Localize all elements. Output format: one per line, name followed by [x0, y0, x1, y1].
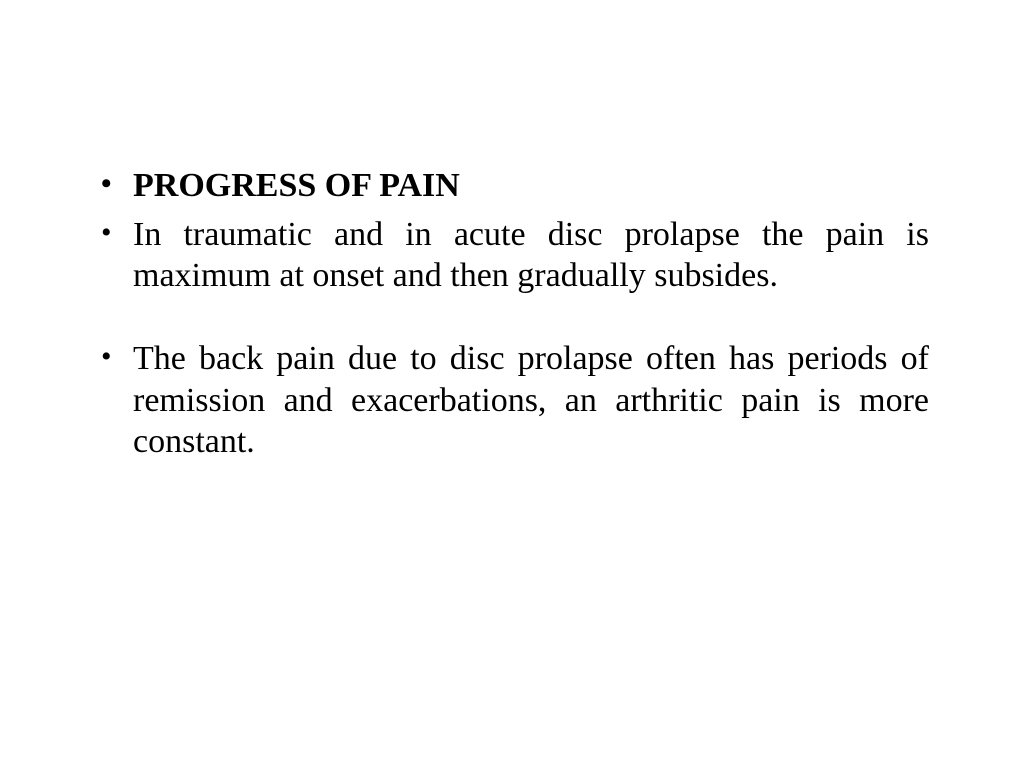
bullet-item: The back pain due to disc prolapse often… [95, 338, 929, 462]
bullet-text: PROGRESS OF PAIN [133, 167, 460, 204]
bullet-item: In traumatic and in acute disc prolapse … [95, 214, 929, 297]
bullet-heading: PROGRESS OF PAIN [95, 165, 929, 208]
bullet-text: In traumatic and in acute disc prolapse … [133, 216, 929, 294]
bullet-list: PROGRESS OF PAIN In traumatic and in acu… [95, 165, 929, 463]
paragraph-gap [95, 296, 929, 338]
bullet-text: The back pain due to disc prolapse often… [133, 340, 929, 460]
slide: PROGRESS OF PAIN In traumatic and in acu… [0, 0, 1024, 768]
